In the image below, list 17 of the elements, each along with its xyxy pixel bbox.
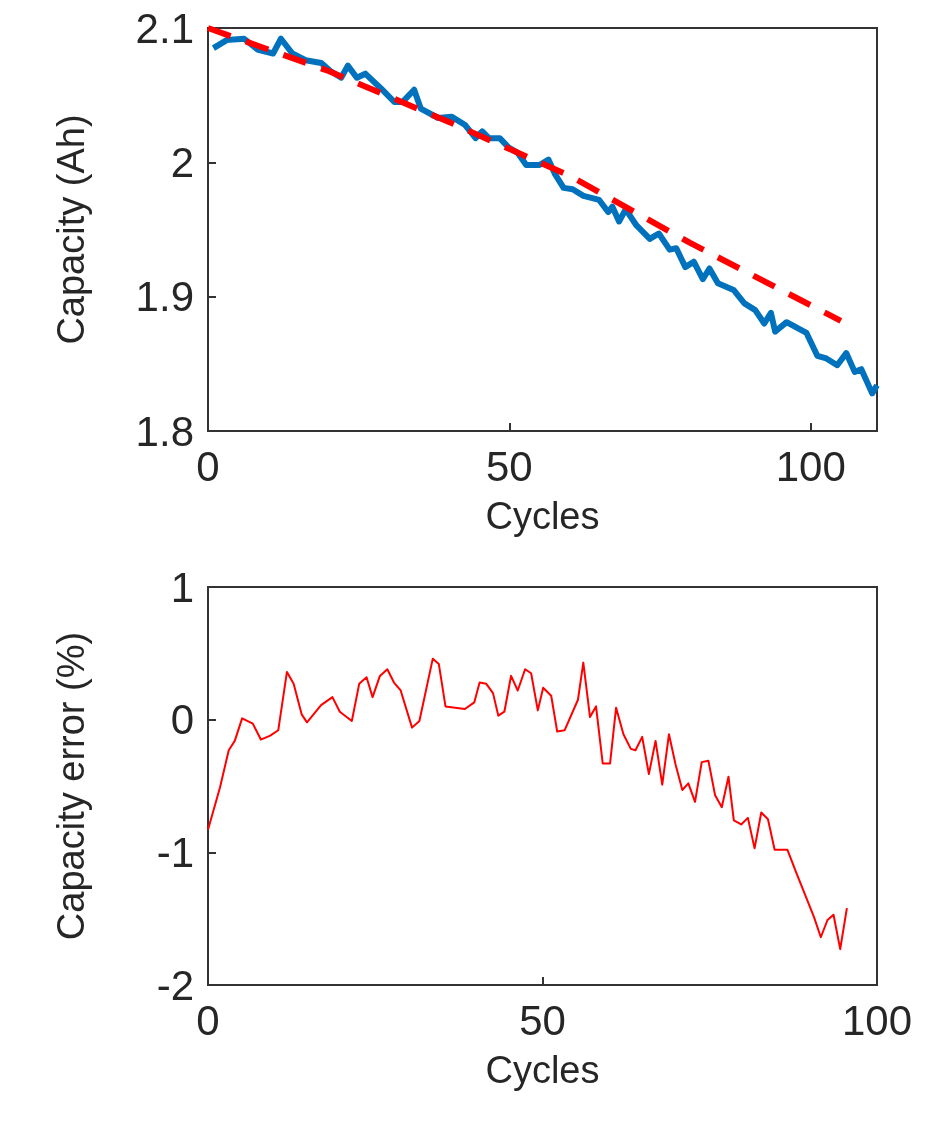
x-tick-label: 100 [775,442,846,490]
y-tick-label: 2 [170,138,194,186]
x-tick-label: 50 [485,442,533,490]
y-tick-label: 1.8 [135,407,194,455]
x-axis-title: Cycles [485,495,600,537]
y-tick-label: 2.1 [135,4,194,52]
x-axis-title: Cycles [485,1049,600,1091]
x-tick-label: 100 [841,996,913,1044]
y-tick-label: -1 [156,828,194,876]
y-tick-label: -2 [156,961,194,1009]
x-tick-label: 50 [519,996,566,1044]
y-tick-label: 1.9 [135,273,194,321]
y-tick-label: 1 [170,563,194,611]
line-series [207,657,848,951]
y-axis-title: Capacity error (%) [50,631,92,941]
y-tick-label: 0 [170,696,194,744]
y-axis-title: Capacity (Ah) [50,114,92,345]
